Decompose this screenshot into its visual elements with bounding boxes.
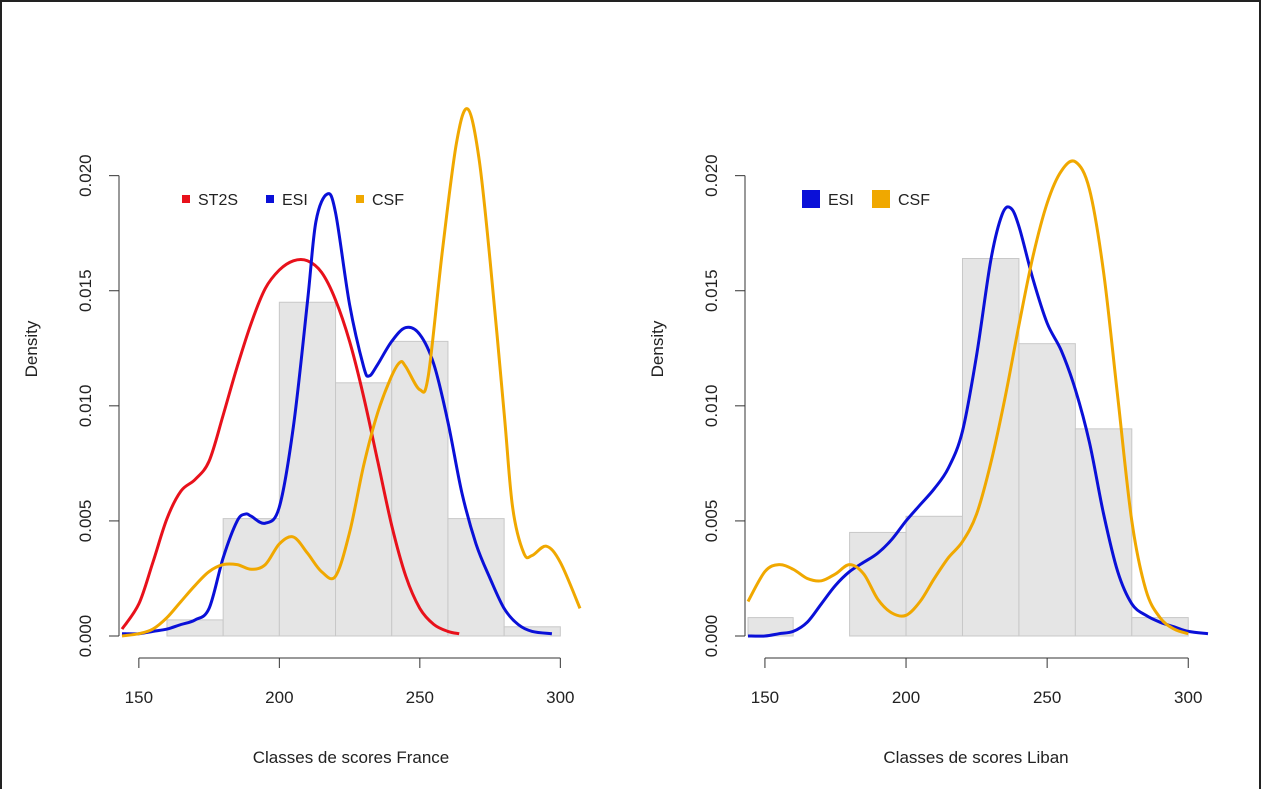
legend-label-st2s: ST2S [198, 192, 238, 209]
chart-legend: ST2S ESI CSF [182, 192, 404, 209]
histogram-bar [1074, 428, 1133, 637]
chart-panel-liban: 150 200 250 300 0.000 0.005 0.010 0.015 0.020 Cla… [648, 154, 1209, 767]
histogram-bar [222, 518, 280, 637]
y-tick-label: 0.000 [76, 615, 95, 658]
y-tick-label: 0.015 [702, 269, 721, 312]
y-tick-label: 0.015 [76, 269, 95, 312]
histogram-bar [335, 382, 393, 637]
chart-legend: ESI CSF [802, 190, 930, 209]
density-line-st2s [120, 258, 460, 636]
density-line-esi [747, 205, 1209, 638]
legend-swatch-csf [356, 195, 364, 203]
density-line-esi [121, 192, 553, 636]
x-tick-label: 250 [1033, 688, 1061, 707]
legend-label-csf: CSF [898, 192, 930, 209]
legend-swatch-csf [872, 190, 890, 208]
histogram-bar [1018, 343, 1076, 637]
x-tick-label: 200 [265, 688, 293, 707]
x-tick-label: 300 [1174, 688, 1202, 707]
x-tick-label: 300 [546, 688, 574, 707]
y-tick-label: 0.005 [76, 500, 95, 543]
y-tick-label: 0.010 [76, 385, 95, 428]
y-tick-label: 0.010 [702, 385, 721, 428]
legend-swatch-st2s [182, 195, 190, 203]
x-axis-title: Classes de scores Liban [883, 748, 1068, 767]
y-tick-label: 0.000 [702, 615, 721, 658]
x-tick-label: 150 [751, 688, 779, 707]
x-tick-label: 150 [125, 688, 153, 707]
histogram-bar [447, 518, 505, 637]
legend-swatch-esi [266, 195, 274, 203]
y-tick-label: 0.020 [702, 154, 721, 197]
x-axis-title: Classes de scores France [253, 748, 450, 767]
density-line-csf [746, 159, 1189, 636]
histogram-bar [1131, 617, 1189, 637]
y-axis-title: Density [648, 320, 667, 377]
legend-label-esi: ESI [828, 192, 854, 209]
histogram-bar [849, 531, 907, 637]
y-tick-label: 0.020 [76, 154, 95, 197]
histogram-bar [961, 258, 1020, 637]
x-tick-label: 200 [892, 688, 920, 707]
chart-panel-france: 150 200 250 300 0.000 0.005 0.010 0.015 0.020 Cla… [22, 107, 582, 767]
density-line-csf [121, 107, 582, 638]
x-tick-label: 250 [406, 688, 434, 707]
legend-label-csf: CSF [372, 192, 404, 209]
legend-swatch-esi [802, 190, 820, 208]
y-axis-title: Density [22, 320, 41, 377]
y-tick-label: 0.005 [702, 500, 721, 543]
legend-label-esi: ESI [282, 192, 308, 209]
